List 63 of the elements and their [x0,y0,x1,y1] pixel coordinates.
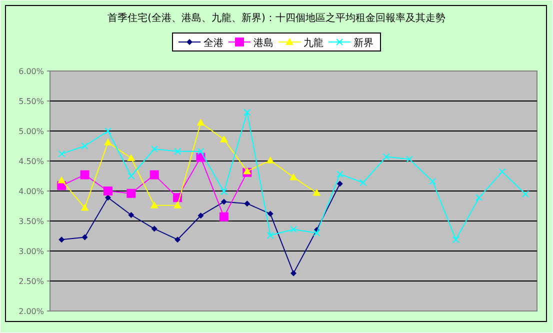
point [174,201,182,208]
point [58,236,65,243]
y-tick-label: 4.00% [18,187,44,196]
point [360,179,367,186]
point [80,170,90,180]
point [80,204,89,211]
point [128,172,135,180]
chart-title: 首季住宅(全港、港島、九龍、新界)：十四個地區之平均租金回報率及其走勢 [108,12,446,24]
point [197,148,204,155]
point [267,210,274,217]
point [196,118,205,126]
point [336,180,343,187]
point [219,212,228,222]
point [266,232,274,239]
point [522,190,529,198]
point [126,188,136,198]
legend-label: 全港 [204,37,224,49]
point [290,226,297,233]
point [104,138,112,146]
point [290,173,298,180]
point [429,178,436,185]
point [127,154,136,161]
point [104,128,112,134]
y-tick-label: 4.50% [18,157,44,166]
y-tick-label: 2.50% [18,277,44,286]
point [244,108,251,116]
y-tick-label: 6.00% [18,67,44,76]
point [336,170,344,178]
point [198,212,204,219]
y-tick-label: 2.00% [18,307,44,316]
legend-label: 新界 [354,37,374,49]
point [266,156,274,164]
point [382,153,390,160]
point [406,156,413,163]
point [150,201,158,208]
point [243,167,252,174]
y-tick-label: 5.00% [18,127,44,136]
point [498,168,506,176]
point [290,270,296,276]
point [313,230,320,236]
point [82,234,88,240]
point [81,142,88,150]
legend-label: 港島 [254,37,274,49]
point [58,150,66,158]
point [220,135,228,142]
point [151,226,158,232]
legend-label: 九龍 [304,37,324,49]
point [220,188,228,196]
point [220,198,227,205]
point [452,236,460,244]
y-tick-label: 5.50% [18,97,44,106]
point [174,236,181,243]
point [103,186,112,196]
point [476,194,483,202]
point [244,200,250,207]
point [174,148,182,155]
point [150,170,159,180]
y-tick-label: 3.00% [18,247,44,256]
point [128,212,134,218]
point [312,188,321,196]
y-tick-label: 3.50% [18,217,44,226]
point [58,176,66,184]
point [150,146,158,152]
